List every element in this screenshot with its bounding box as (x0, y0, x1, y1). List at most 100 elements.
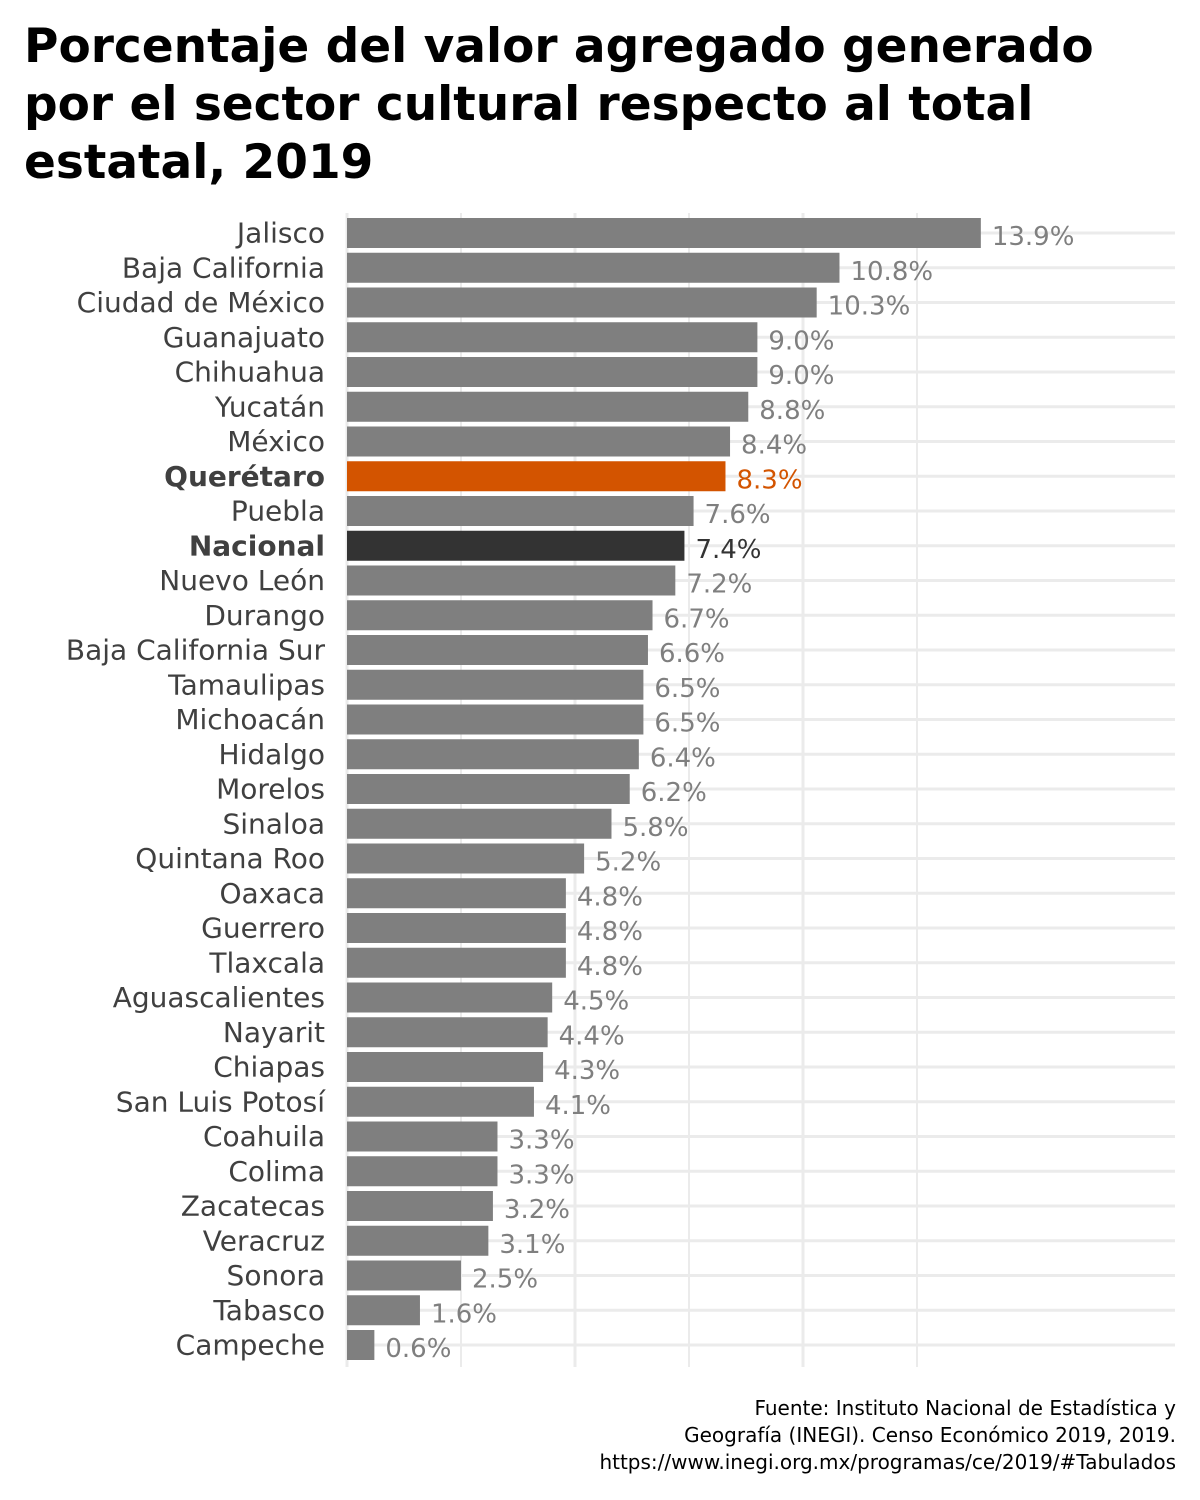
category-label: Jalisco (235, 217, 325, 250)
category-label: Tamaulipas (167, 668, 325, 701)
value-label: 8.3% (736, 465, 802, 495)
value-label: 5.8% (622, 813, 688, 843)
bar (347, 1121, 498, 1152)
value-label: 0.6% (385, 1334, 451, 1364)
bar (347, 774, 630, 804)
bar (347, 635, 648, 665)
value-label: 9.0% (768, 361, 834, 391)
bar (347, 1086, 534, 1117)
value-label: 4.5% (563, 987, 629, 1017)
bar (347, 357, 758, 387)
bar (347, 322, 758, 353)
category-label: Guanajuato (163, 321, 325, 354)
source-line-2: Geografía (INEGI). Censo Económico 2019,… (684, 1423, 1176, 1447)
category-label: Colima (228, 1155, 325, 1188)
bar (347, 461, 726, 492)
category-label: Puebla (231, 495, 325, 528)
value-label: 4.3% (554, 1056, 620, 1086)
bar (347, 252, 840, 283)
value-label: 4.8% (577, 882, 643, 912)
category-label: Nacional (189, 529, 325, 562)
value-label: 6.5% (654, 674, 720, 704)
value-label: 8.4% (741, 431, 807, 461)
source-note: Fuente: Instituto Nacional de Estadístic… (376, 1395, 1176, 1476)
value-label: 10.3% (828, 292, 911, 322)
category-label: Zacatecas (181, 1190, 325, 1223)
value-label: 9.0% (768, 326, 834, 356)
bar (347, 391, 749, 422)
bar (347, 843, 585, 874)
bar (347, 530, 685, 561)
category-label: Durango (204, 599, 325, 632)
value-label: 2.5% (472, 1265, 538, 1295)
category-label: Morelos (216, 773, 325, 806)
category-label: Baja California Sur (66, 634, 326, 667)
category-label: San Luis Potosí (116, 1085, 326, 1118)
value-label: 3.3% (508, 1126, 574, 1156)
category-label: Ciudad de México (77, 286, 325, 319)
category-label: Coahuila (203, 1120, 325, 1153)
category-label: Chiapas (213, 1051, 325, 1084)
bar (347, 1191, 493, 1221)
bar (347, 1225, 489, 1256)
bar (347, 1330, 375, 1360)
bar (347, 287, 817, 318)
category-label: Nayarit (223, 1016, 325, 1049)
category-label: Tabasco (212, 1294, 325, 1327)
category-label: Hidalgo (219, 738, 325, 771)
bar (347, 878, 566, 909)
value-label: 4.4% (559, 1021, 625, 1051)
value-label: 6.2% (641, 778, 707, 808)
category-label: Guerrero (201, 912, 325, 945)
bar (347, 1156, 498, 1187)
bar (347, 913, 566, 943)
bar (347, 565, 676, 596)
bar (347, 669, 644, 700)
bar (347, 982, 553, 1013)
value-label: 6.4% (650, 743, 716, 773)
category-label: Michoacán (175, 703, 325, 736)
bar (347, 1295, 420, 1326)
chart-title: Porcentaje del valor agregado generado p… (24, 19, 1094, 190)
bar (347, 1260, 461, 1291)
category-label: Baja California (122, 251, 325, 284)
value-label: 3.1% (499, 1230, 565, 1260)
category-label: Quintana Roo (135, 842, 325, 875)
source-line-3: https://www.inegi.org.mx/programas/ce/20… (599, 1450, 1176, 1474)
value-labels: 13.9% 10.8% 10.3% 9.0% 9.0% 8.8% 8.4% 8.3% 7.6% 7… (385, 222, 1074, 1364)
value-label: 1.6% (431, 1299, 497, 1329)
source-line-1: Fuente: Instituto Nacional de Estadístic… (754, 1396, 1176, 1420)
value-label: 8.8% (759, 396, 825, 426)
bar (347, 1017, 548, 1048)
category-label: Veracruz (203, 1224, 325, 1257)
value-label: 7.4% (695, 535, 761, 565)
value-label: 6.7% (664, 604, 730, 634)
value-label: 7.6% (705, 500, 771, 530)
value-label: 6.5% (654, 709, 720, 739)
bar (347, 600, 653, 631)
bar (347, 704, 644, 735)
value-label: 4.8% (577, 917, 643, 947)
value-label: 3.2% (504, 1195, 570, 1225)
category-label: Chihuahua (175, 356, 325, 389)
bar (347, 947, 566, 978)
category-label: Campeche (176, 1329, 325, 1362)
bars (347, 218, 981, 1360)
value-label: 13.9% (992, 222, 1075, 252)
bar (347, 496, 694, 526)
bar (347, 1052, 544, 1082)
category-label: Nuevo León (159, 564, 325, 597)
category-label: Oaxaca (220, 877, 325, 910)
category-label: México (227, 425, 325, 458)
category-label: Tlaxcala (208, 946, 325, 979)
bar (347, 739, 639, 770)
bar (347, 426, 731, 457)
value-label: 5.2% (595, 848, 661, 878)
category-label: Sinaloa (222, 807, 325, 840)
bar (347, 218, 981, 248)
category-label: Aguascalientes (113, 981, 325, 1014)
value-label: 3.3% (508, 1160, 574, 1190)
value-label: 7.2% (686, 570, 752, 600)
